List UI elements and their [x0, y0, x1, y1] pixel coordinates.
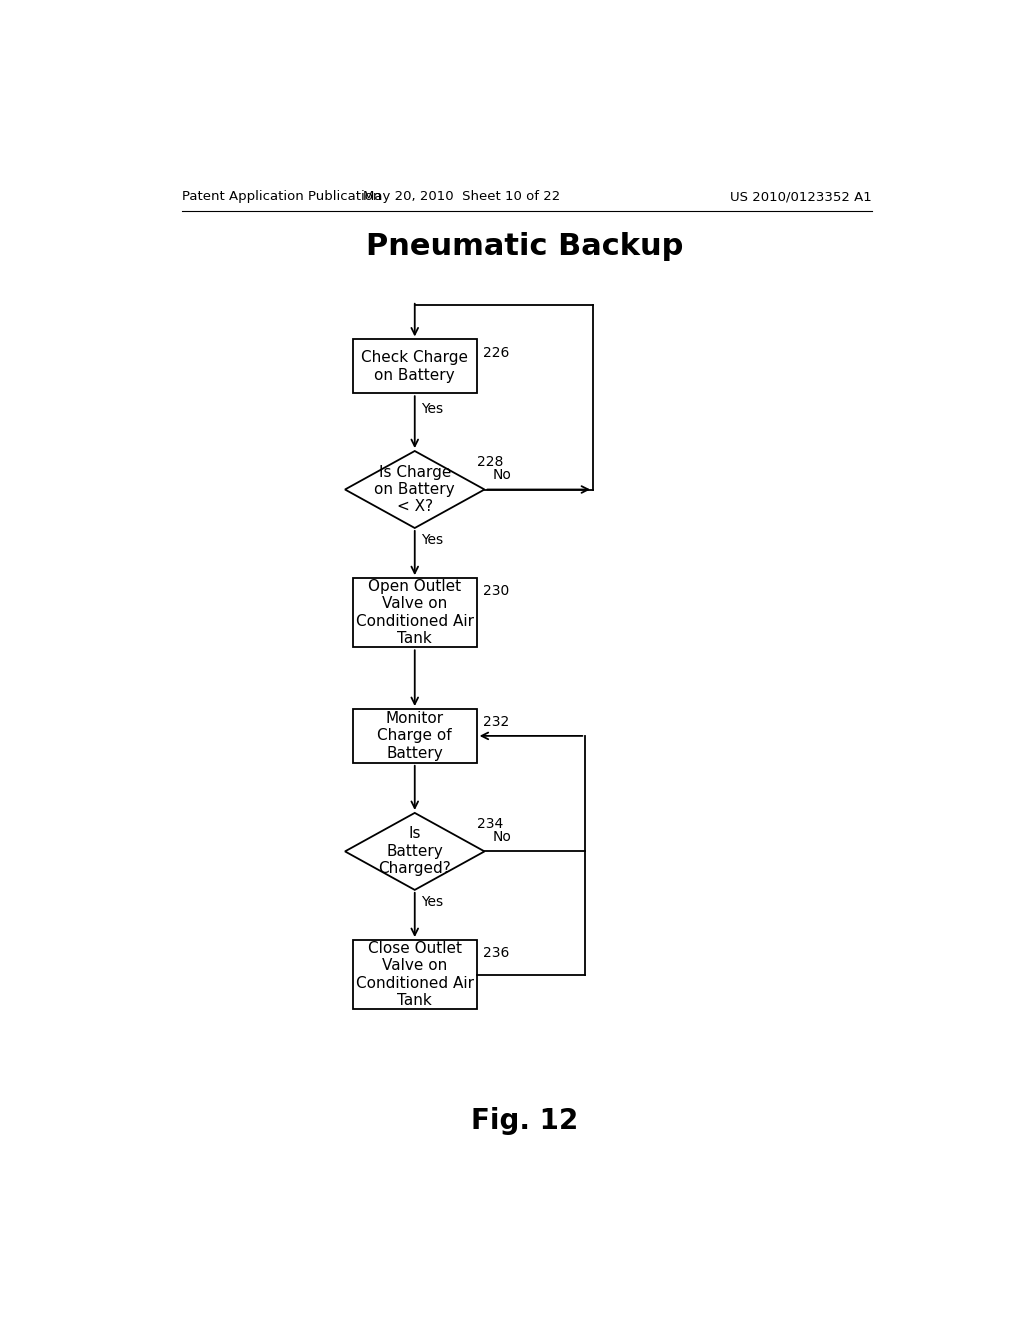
Text: May 20, 2010  Sheet 10 of 22: May 20, 2010 Sheet 10 of 22 — [362, 190, 560, 203]
Text: Is Charge
on Battery
< X?: Is Charge on Battery < X? — [375, 465, 455, 515]
Text: 236: 236 — [483, 946, 509, 960]
Text: Open Outlet
Valve on
Conditioned Air
Tank: Open Outlet Valve on Conditioned Air Tan… — [355, 579, 474, 647]
FancyBboxPatch shape — [352, 940, 477, 1010]
Text: 226: 226 — [483, 346, 509, 359]
Polygon shape — [345, 813, 484, 890]
Text: Yes: Yes — [421, 403, 443, 416]
Text: Yes: Yes — [421, 895, 443, 908]
Text: Is
Battery
Charged?: Is Battery Charged? — [379, 826, 452, 876]
Polygon shape — [345, 451, 484, 528]
Text: Close Outlet
Valve on
Conditioned Air
Tank: Close Outlet Valve on Conditioned Air Ta… — [355, 941, 474, 1008]
Text: 234: 234 — [477, 817, 503, 830]
Text: 228: 228 — [477, 455, 503, 469]
FancyBboxPatch shape — [352, 339, 477, 393]
Text: No: No — [493, 830, 511, 843]
Text: 230: 230 — [483, 585, 509, 598]
Text: Pneumatic Backup: Pneumatic Backup — [367, 232, 683, 261]
Text: Monitor
Charge of
Battery: Monitor Charge of Battery — [378, 711, 452, 760]
Text: 232: 232 — [483, 715, 509, 729]
FancyBboxPatch shape — [352, 709, 477, 763]
Text: Yes: Yes — [421, 533, 443, 546]
Text: No: No — [493, 467, 511, 482]
Text: US 2010/0123352 A1: US 2010/0123352 A1 — [730, 190, 872, 203]
Text: Patent Application Publication: Patent Application Publication — [182, 190, 382, 203]
Text: Check Charge
on Battery: Check Charge on Battery — [361, 350, 468, 383]
Text: Fig. 12: Fig. 12 — [471, 1107, 579, 1135]
FancyBboxPatch shape — [352, 578, 477, 647]
